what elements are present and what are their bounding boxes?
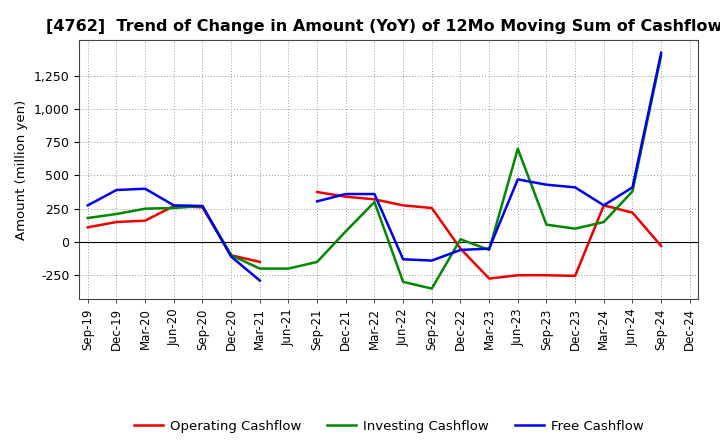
Investing Cashflow [198,203,207,209]
Free Cashflow [456,247,465,253]
Investing Cashflow [84,215,92,220]
Free Cashflow [312,199,321,204]
Operating Cashflow [542,273,551,278]
Operating Cashflow [198,205,207,210]
Investing Cashflow [428,286,436,291]
Free Cashflow [112,187,121,193]
Free Cashflow [485,246,493,251]
Investing Cashflow [657,53,665,58]
Free Cashflow [256,278,264,283]
Operating Cashflow [141,218,150,223]
Investing Cashflow [399,279,408,285]
Free Cashflow [657,50,665,55]
Investing Cashflow [256,266,264,271]
Free Cashflow [571,185,580,190]
Investing Cashflow [112,211,121,216]
Operating Cashflow [399,203,408,208]
Line: Free Cashflow: Free Cashflow [88,53,661,281]
Investing Cashflow [542,222,551,227]
Investing Cashflow [227,253,235,258]
Free Cashflow [628,185,636,190]
Investing Cashflow [485,247,493,253]
Operating Cashflow [513,273,522,278]
Investing Cashflow [284,266,293,271]
Free Cashflow [84,203,92,208]
Operating Cashflow [112,220,121,225]
Operating Cashflow [84,225,92,230]
Free Cashflow [600,203,608,208]
Free Cashflow [141,186,150,191]
Investing Cashflow [169,205,178,211]
Investing Cashflow [456,237,465,242]
Free Cashflow [428,258,436,263]
Free Cashflow [370,191,379,197]
Operating Cashflow [227,253,235,258]
Free Cashflow [169,203,178,208]
Investing Cashflow [312,259,321,264]
Title: [4762]  Trend of Change in Amount (YoY) of 12Mo Moving Sum of Cashflows: [4762] Trend of Change in Amount (YoY) o… [46,19,720,34]
Operating Cashflow [256,259,264,264]
Investing Cashflow [141,206,150,211]
Investing Cashflow [513,146,522,151]
Line: Operating Cashflow: Operating Cashflow [88,192,661,279]
Investing Cashflow [571,226,580,231]
Free Cashflow [198,203,207,209]
Investing Cashflow [341,229,350,234]
Free Cashflow [513,177,522,182]
Operating Cashflow [657,243,665,249]
Operating Cashflow [456,246,465,251]
Operating Cashflow [341,194,350,199]
Free Cashflow [542,182,551,187]
Operating Cashflow [370,197,379,202]
Free Cashflow [399,257,408,262]
Free Cashflow [341,191,350,197]
Investing Cashflow [370,199,379,205]
Free Cashflow [227,254,235,259]
Operating Cashflow [312,189,321,194]
Line: Investing Cashflow: Investing Cashflow [88,55,661,289]
Investing Cashflow [600,220,608,225]
Operating Cashflow [628,210,636,215]
Operating Cashflow [485,276,493,281]
Operating Cashflow [428,205,436,211]
Operating Cashflow [169,203,178,209]
Y-axis label: Amount (million yen): Amount (million yen) [15,99,28,239]
Investing Cashflow [628,189,636,194]
Operating Cashflow [571,273,580,279]
Operating Cashflow [600,203,608,208]
Legend: Operating Cashflow, Investing Cashflow, Free Cashflow: Operating Cashflow, Investing Cashflow, … [129,415,649,438]
